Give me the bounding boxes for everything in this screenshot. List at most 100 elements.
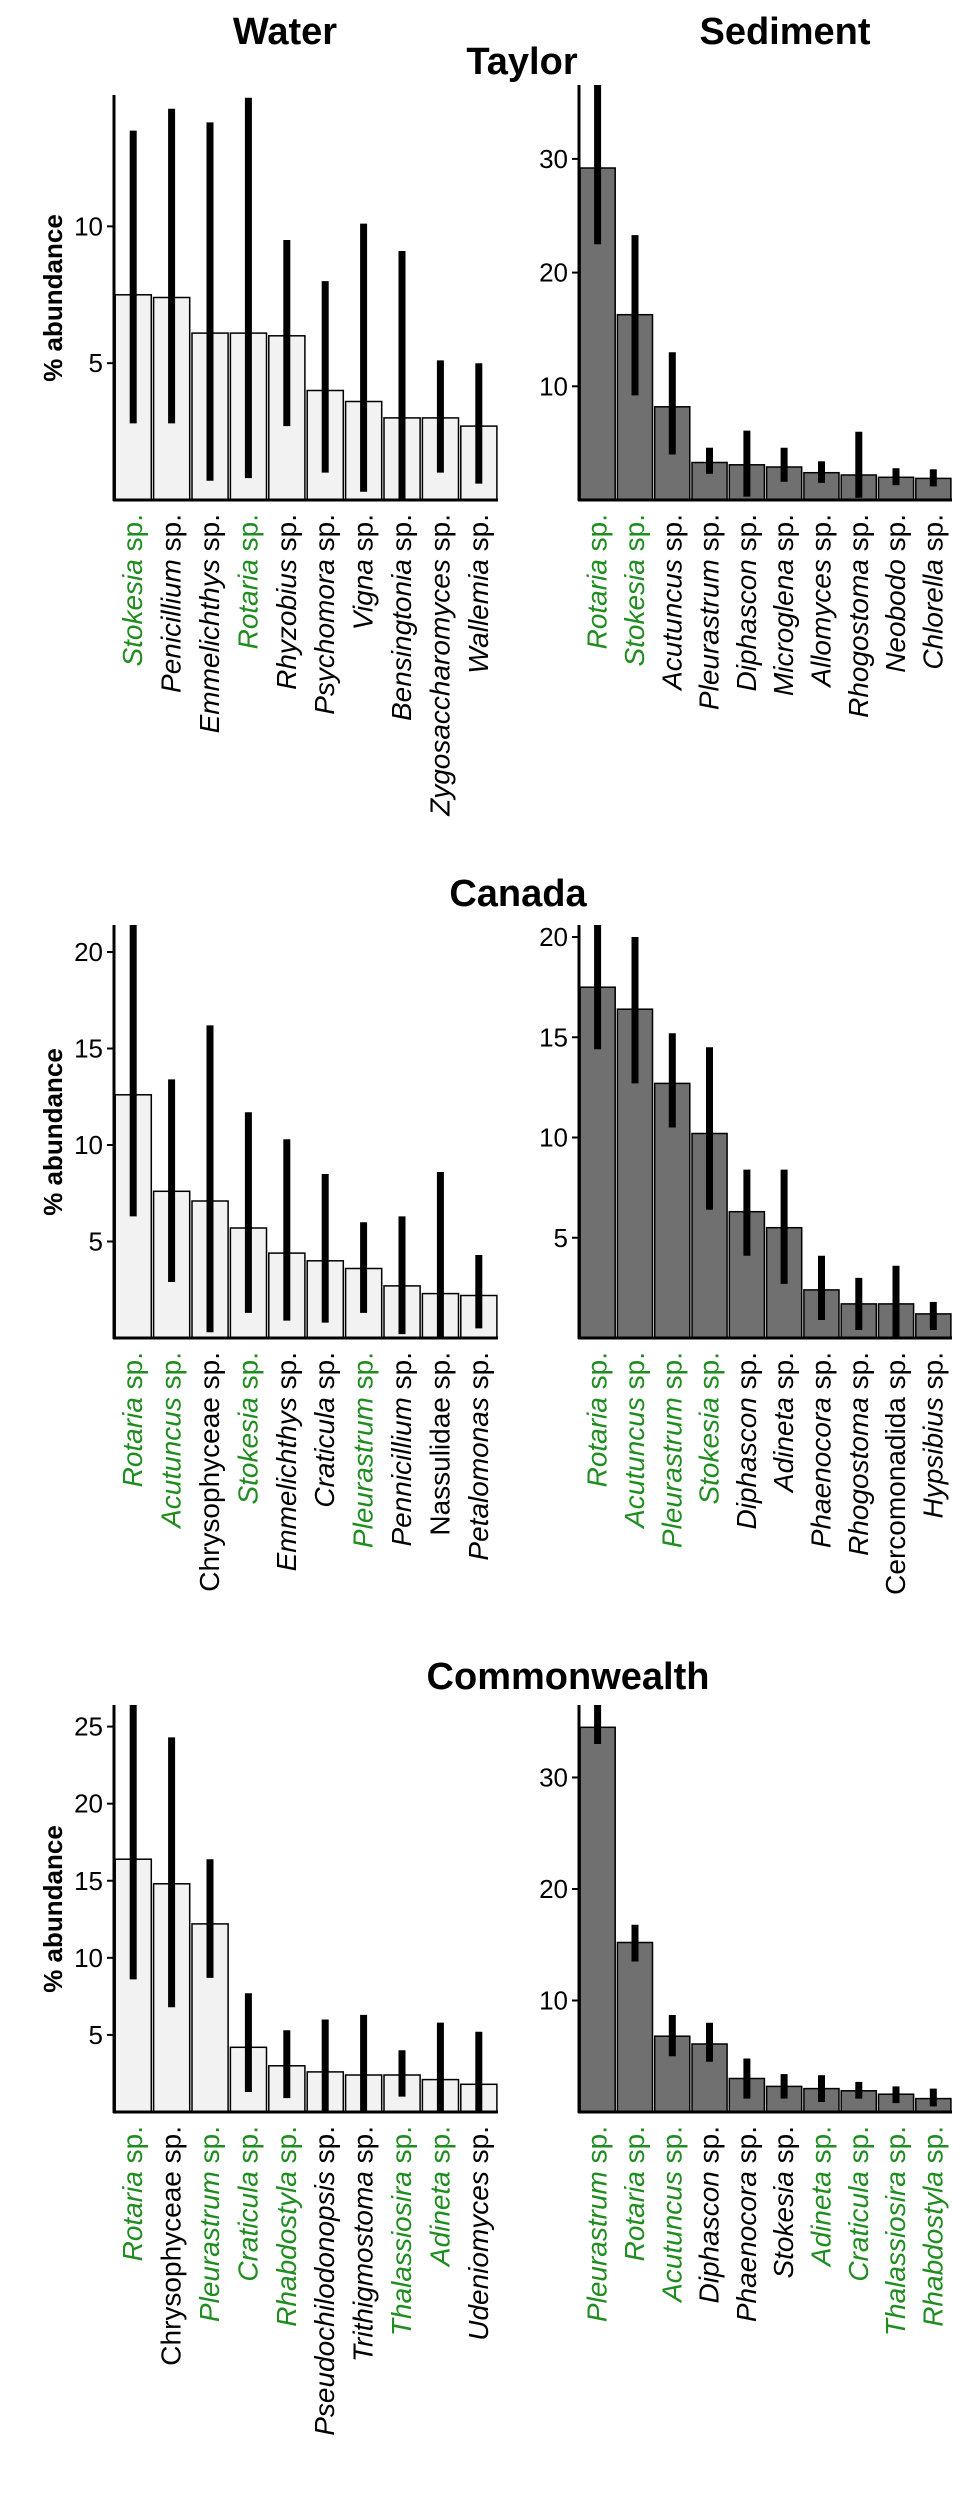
x-tick-label: Thalassiosira sp. — [386, 2126, 417, 2336]
y-tick-label: 25 — [74, 1712, 103, 1742]
taxon-suffix: sp. — [694, 1352, 725, 1397]
x-tick-label: Acutuncus sp. — [619, 1352, 650, 1530]
taxon-suffix: sp. — [309, 514, 340, 559]
taxon-name: Pleurastrum — [694, 559, 725, 710]
x-tick-label: Diphascon sp. — [731, 514, 762, 691]
taxon-name: Stokesia — [232, 1397, 263, 1504]
y-tick-label: 20 — [74, 937, 103, 967]
x-tick-label: Phaenocora sp. — [731, 2126, 762, 2322]
y-tick-label: 5 — [89, 1227, 103, 1257]
taxon-suffix: sp. — [843, 514, 874, 559]
x-tick-label: Rhyzobius sp. — [271, 514, 302, 690]
x-tick-label: Rotaria sp. — [232, 514, 263, 649]
taxon-name: Diphascon — [731, 559, 762, 691]
x-tick-label: Adineta sp. — [768, 1352, 799, 1494]
taxon-suffix: sp. — [806, 514, 837, 559]
y-tick-label: 30 — [539, 1762, 568, 1792]
taxon-suffix: sp. — [194, 2126, 225, 2171]
taxon-suffix: sp. — [117, 514, 148, 559]
x-tick-label: Chrysophyceae sp. — [156, 2126, 187, 2366]
taxon-suffix: sp. — [463, 514, 494, 559]
charts-layer: Stokesia sp.Penicillium sp.Emmelichthys … — [38, 85, 952, 2436]
taxon-name: Stokesia — [768, 2171, 799, 2278]
y-tick-label: 15 — [74, 1034, 103, 1064]
x-tick-label: Pleurastrum sp. — [348, 1352, 379, 1548]
x-tick-label: Trithigmostoma sp. — [348, 2126, 379, 2362]
x-tick-label: Hypsibius sp. — [917, 1352, 948, 1519]
x-tick-label: Chlorella sp. — [917, 514, 948, 670]
x-tick-label: Stokesia sp. — [768, 2126, 799, 2279]
taxon-suffix: sp. — [271, 514, 302, 559]
bar — [579, 1726, 616, 2113]
taxon-suffix: sp. — [424, 514, 455, 559]
x-tick-label: Thalassiosira sp. — [880, 2126, 911, 2336]
taxon-name: Cercomonadida sp. — [880, 1352, 911, 1595]
x-tick-label: Diphascon sp. — [731, 1352, 762, 1529]
taxon-suffix: sp. — [917, 1352, 948, 1397]
chart-commonwealth-sediment: Pleurastrum sp.Rotaria sp.Acutuncus sp.D… — [539, 1705, 952, 2336]
x-tick-label: Vigna sp. — [348, 514, 379, 630]
taxon-suffix: sp. — [271, 2126, 302, 2171]
taxon-name: Stokesia — [619, 559, 650, 666]
x-tick-label: Psychomora sp. — [309, 514, 340, 715]
x-tick-label: Pennicillium sp. — [386, 1352, 417, 1547]
taxon-name: Rotaria — [582, 1397, 613, 1487]
bar — [691, 2043, 728, 2113]
panel-title-commonwealth: Commonwealth — [427, 1656, 710, 1698]
taxon-name: Stokesia — [694, 1397, 725, 1504]
taxon-name: Emmelichthys — [271, 1397, 302, 1571]
taxon-name: Psychomora — [309, 559, 340, 715]
y-tick-label: 10 — [74, 1130, 103, 1160]
taxon-suffix: sp. — [768, 1352, 799, 1397]
y-tick-label: 10 — [539, 1985, 568, 2015]
x-tick-label: Petalomonas sp. — [463, 1352, 494, 1561]
taxon-name: Nassulidae sp. — [424, 1352, 455, 1536]
taxon-name: Acutuncus — [656, 559, 687, 692]
taxon-suffix: sp. — [156, 1352, 187, 1397]
x-tick-label: Emmelichthys sp. — [194, 514, 225, 733]
x-tick-label: Pleurastrum sp. — [194, 2126, 225, 2322]
y-tick-label: 10 — [539, 1123, 568, 1153]
taxon-name: Phaenocora — [806, 1397, 837, 1548]
column-title-water: Water — [233, 11, 337, 53]
taxon-name: Rhogostoma — [843, 559, 874, 718]
y-tick-label: 30 — [539, 144, 568, 174]
chart-canada-sediment: Rotaria sp.Acutuncus sp.Pleurastrum sp.S… — [539, 922, 952, 1595]
taxon-suffix: sp. — [232, 1352, 263, 1397]
x-tick-label: Acutuncus sp. — [656, 514, 687, 692]
taxon-suffix: sp. — [463, 2126, 494, 2171]
y-axis-label: % abundance — [38, 1048, 68, 1216]
taxon-name: Rotaria — [117, 2171, 148, 2261]
taxon-name: Acutuncus — [656, 2171, 687, 2304]
x-tick-label: Rhogostoma sp. — [843, 1352, 874, 1556]
x-tick-label: Acutuncus sp. — [156, 1352, 187, 1530]
taxon-suffix: sp. — [194, 514, 225, 559]
taxon-suffix: sp. — [731, 514, 762, 559]
taxon-suffix: sp. — [843, 1352, 874, 1397]
taxon-name: Phaenocora — [731, 2171, 762, 2322]
taxon-name: Craticula — [843, 2171, 874, 2281]
taxon-name: Pleurastrum — [194, 2171, 225, 2322]
taxon-suffix: sp. — [917, 514, 948, 559]
taxon-name: Craticula — [232, 2171, 263, 2281]
x-tick-label: Cercomonadida sp. — [880, 1352, 911, 1595]
x-tick-label: Stokesia sp. — [619, 514, 650, 667]
taxon-name: Pseudochilodonopsis — [309, 2171, 340, 2436]
taxon-name: Udeniomyces — [463, 2171, 494, 2341]
taxon-name: Pleurastrum — [656, 1397, 687, 1548]
bar — [616, 1941, 654, 2113]
x-tick-label: Stokesia sp. — [117, 514, 148, 667]
chart-taylor-sediment: Rotaria sp.Stokesia sp.Acutuncus sp.Pleu… — [539, 85, 952, 718]
taxon-suffix: sp. — [348, 514, 379, 559]
x-tick-label: Allomyces sp. — [806, 514, 837, 689]
taxon-suffix: sp. — [309, 1352, 340, 1397]
x-tick-label: Neobodo sp. — [880, 514, 911, 673]
taxon-suffix: sp. — [880, 514, 911, 559]
x-tick-label: Emmelichthys sp. — [271, 1352, 302, 1571]
taxon-suffix: sp. — [156, 514, 187, 559]
taxon-name: Adineta — [424, 2171, 455, 2268]
y-tick-label: 20 — [539, 258, 568, 288]
taxon-name: Pennicillium — [386, 1397, 417, 1546]
y-axis-label: % abundance — [38, 214, 68, 382]
